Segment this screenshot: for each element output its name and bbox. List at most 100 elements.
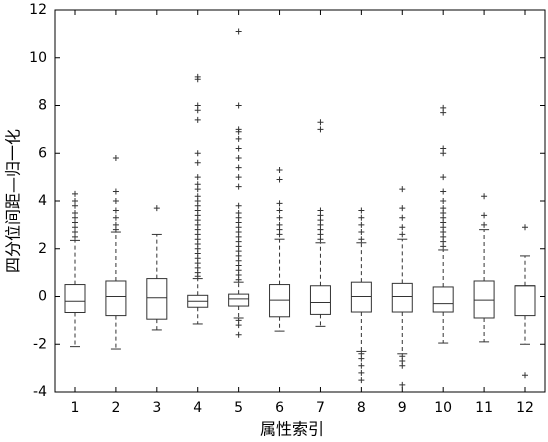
box xyxy=(473,280,495,319)
outlier xyxy=(522,372,528,379)
outlier xyxy=(399,381,406,388)
outlier xyxy=(358,221,365,228)
box xyxy=(309,285,331,315)
outlier xyxy=(440,174,447,181)
box xyxy=(514,285,536,317)
outlier xyxy=(235,322,242,329)
outlier xyxy=(440,198,447,204)
box xyxy=(105,280,127,317)
x-axis-label: 属性索引 xyxy=(260,420,324,439)
outlier xyxy=(194,181,201,188)
outlier xyxy=(72,190,78,197)
outlier xyxy=(358,229,365,236)
outlier xyxy=(276,214,283,221)
x-tick-label: 9 xyxy=(398,400,407,416)
outlier xyxy=(399,224,406,231)
outlier xyxy=(317,126,324,133)
y-tick-label: 0 xyxy=(38,289,47,305)
outlier xyxy=(235,174,242,181)
outlier xyxy=(276,166,283,173)
outlier xyxy=(72,198,78,204)
outlier xyxy=(112,214,119,221)
outlier xyxy=(235,209,242,216)
x-tick-label: 3 xyxy=(152,400,161,416)
x-tick-label: 10 xyxy=(434,400,452,416)
outlier xyxy=(276,200,283,207)
outlier xyxy=(194,174,201,181)
outlier xyxy=(358,207,365,214)
outlier xyxy=(358,369,365,376)
outlier xyxy=(440,104,447,111)
outlier xyxy=(72,209,78,216)
outlier xyxy=(276,221,283,228)
x-tick-label: 8 xyxy=(357,400,366,416)
box xyxy=(146,278,168,320)
outlier xyxy=(358,214,365,221)
box xyxy=(64,284,86,313)
outlier xyxy=(440,188,447,195)
outlier xyxy=(194,150,201,157)
outlier xyxy=(399,214,406,221)
outlier xyxy=(317,207,324,214)
outlier xyxy=(358,236,365,243)
y-tick-label: -4 xyxy=(33,384,47,400)
y-tick-label: 8 xyxy=(38,98,47,114)
outlier xyxy=(112,221,119,228)
outlier xyxy=(276,176,283,183)
outlier xyxy=(481,212,488,219)
outlier xyxy=(194,116,201,123)
x-tick-label: 12 xyxy=(516,400,534,416)
outlier xyxy=(399,186,406,193)
y-tick-label: 6 xyxy=(38,145,47,161)
y-tick-label: 12 xyxy=(29,2,47,18)
outlier xyxy=(194,193,201,200)
plot-frame xyxy=(54,9,546,393)
y-tick-label: 4 xyxy=(38,193,47,209)
outlier xyxy=(235,202,242,209)
outlier xyxy=(235,135,242,142)
box xyxy=(391,282,413,313)
y-axis-label: 四分位间距—归一化 xyxy=(4,129,23,273)
outlier xyxy=(481,221,488,228)
outlier xyxy=(522,224,528,231)
x-tick-label: 4 xyxy=(193,400,202,416)
outlier xyxy=(481,193,488,200)
outlier xyxy=(358,377,365,384)
outlier xyxy=(235,145,242,152)
outlier xyxy=(399,362,406,369)
y-tick-label: 10 xyxy=(29,50,47,66)
x-tick-label: 2 xyxy=(111,400,120,416)
outlier xyxy=(235,155,242,162)
outlier xyxy=(440,145,447,152)
outlier xyxy=(235,331,242,338)
outlier xyxy=(194,102,201,109)
outlier xyxy=(194,73,201,80)
outlier xyxy=(235,126,242,133)
x-tick-label: 6 xyxy=(275,400,284,416)
y-tick-label: -2 xyxy=(33,336,47,352)
x-tick-label: 1 xyxy=(71,400,80,416)
outlier xyxy=(358,362,365,369)
outlier xyxy=(112,198,119,204)
outlier xyxy=(235,102,242,109)
x-tick-label: 5 xyxy=(234,400,243,416)
x-tick-label: 7 xyxy=(316,400,325,416)
outlier xyxy=(235,183,242,190)
outlier xyxy=(276,207,283,214)
box xyxy=(350,281,372,313)
outlier xyxy=(440,205,447,212)
outlier xyxy=(317,119,324,126)
outlier xyxy=(112,207,119,214)
outlier xyxy=(112,155,119,162)
outlier xyxy=(194,159,201,166)
outlier xyxy=(358,355,365,362)
outlier xyxy=(112,188,119,195)
outlier xyxy=(235,28,242,35)
y-tick-label: 2 xyxy=(38,241,47,257)
outlier xyxy=(399,205,406,212)
outlier xyxy=(235,164,242,171)
box xyxy=(269,284,291,318)
outlier xyxy=(399,231,406,238)
x-tick-label: 11 xyxy=(475,400,493,416)
